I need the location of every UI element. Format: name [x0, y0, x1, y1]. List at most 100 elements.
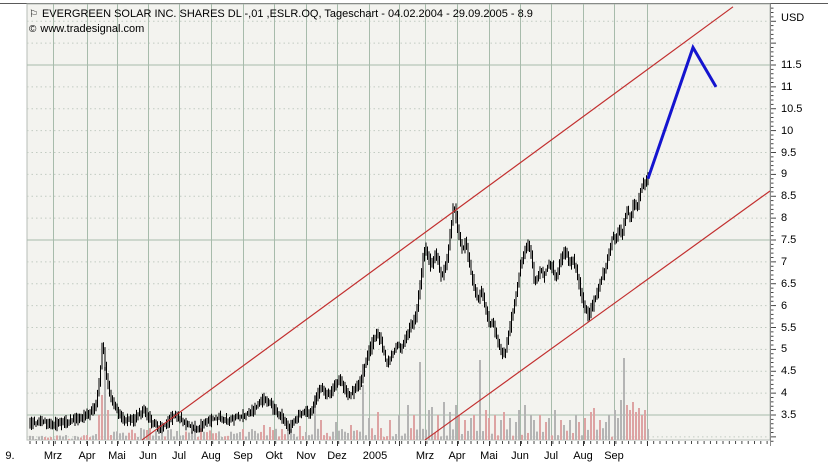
volume-bar	[530, 415, 532, 440]
volume-bar	[251, 429, 253, 440]
volume-bar	[410, 428, 412, 440]
volume-bar	[74, 435, 76, 440]
volume-bar	[566, 430, 568, 440]
volume-bar	[188, 432, 190, 440]
volume-bar	[482, 431, 484, 440]
x-axis-label: Jun	[511, 450, 529, 462]
volume-bar	[500, 420, 502, 440]
volume-bar	[461, 434, 463, 440]
volume-bar	[350, 425, 352, 440]
volume-bar	[545, 422, 547, 440]
volume-bar	[449, 412, 451, 440]
price-bars	[29, 172, 649, 435]
volume-bar	[209, 430, 211, 440]
volume-bar	[473, 415, 475, 440]
volume-bar	[626, 405, 628, 440]
volume-bar	[245, 436, 247, 440]
volume-bar	[308, 435, 310, 440]
copyright-row: © www.tradesignal.com	[29, 23, 144, 36]
volume-bar	[182, 435, 184, 440]
x-axis-label: Mai	[108, 450, 126, 462]
copyright-icon: ©	[29, 24, 37, 35]
volume-bar	[632, 402, 634, 440]
volume-bar	[293, 433, 295, 440]
volume-bar	[104, 367, 106, 440]
volume-bar	[509, 418, 511, 440]
volume-bar	[557, 435, 559, 440]
y-axis-label: 8	[781, 212, 788, 225]
volume-bar	[554, 410, 556, 440]
volume-bar	[353, 430, 355, 440]
chart-title: EVERGREEN SOLAR INC. SHARES DL -,01 ,ESL…	[41, 8, 533, 20]
x-axis-label: Mrz	[415, 450, 435, 462]
volume-bar	[230, 431, 232, 440]
volume-bar	[173, 436, 175, 440]
volume-bar	[599, 420, 601, 440]
volume-bar	[380, 428, 382, 440]
volume-bar	[320, 420, 322, 440]
x-axis-label: Sep	[233, 450, 253, 462]
y-axis-label: 6.5	[781, 277, 797, 290]
volume-bar	[512, 435, 514, 440]
volume-bar	[455, 405, 457, 440]
volume-bar	[398, 415, 400, 440]
volume-bar	[407, 405, 409, 440]
volume-bar	[440, 436, 442, 440]
y-axis-label: 6	[781, 299, 788, 312]
volume-bar	[272, 430, 274, 440]
volume-bar	[116, 431, 118, 440]
volume-bar	[41, 435, 43, 440]
volume-bar	[206, 432, 208, 440]
volume-bar	[422, 428, 424, 440]
volume-bar	[179, 435, 181, 440]
volume-bar	[65, 435, 67, 440]
volume-bar	[437, 415, 439, 440]
volume-bar	[95, 434, 97, 440]
volume-bar	[185, 431, 187, 440]
volume-bar	[170, 429, 172, 440]
volume-bar	[404, 433, 406, 440]
volume-bar	[596, 429, 598, 440]
volume-bar	[365, 435, 367, 440]
volume-bar	[107, 410, 109, 440]
volume-bar	[503, 412, 505, 440]
volume-bar	[311, 434, 313, 440]
volume-bar	[629, 410, 631, 440]
volume-bar	[338, 430, 340, 440]
volume-bar	[452, 429, 454, 440]
volume-bar	[158, 435, 160, 440]
x-axis-label: Nov	[296, 450, 316, 462]
volume-bar	[467, 430, 469, 440]
volume-bar	[164, 436, 166, 440]
volume-bar	[269, 427, 271, 440]
volume-bar	[377, 412, 379, 440]
volume-bar	[395, 434, 397, 440]
volume-bar	[35, 438, 37, 440]
flag-icon: ⚐	[29, 9, 38, 20]
volume-bar	[317, 428, 319, 440]
volume-bar	[59, 435, 61, 440]
y-axis-label: 10	[781, 124, 794, 137]
volume-bar	[383, 436, 385, 440]
volume-bar	[464, 420, 466, 440]
volume-bar	[425, 429, 427, 440]
x-axis-label: Apr	[78, 450, 96, 462]
volume-bar	[212, 433, 214, 440]
x-axis-label: Mrz	[43, 450, 63, 462]
volume-bar	[521, 434, 523, 440]
trend-line-lower	[424, 190, 771, 441]
volume-bar	[443, 402, 445, 440]
volume-bar	[623, 358, 625, 440]
volume-bar	[617, 418, 619, 440]
volume-bar	[428, 410, 430, 440]
volume-bar	[260, 431, 262, 440]
volume-bar	[53, 438, 55, 440]
volume-bar	[389, 420, 391, 440]
volume-bar	[29, 435, 31, 440]
volume-bar	[50, 437, 52, 440]
x-axis-label: Aug	[573, 450, 593, 462]
volume-bar	[551, 435, 553, 440]
